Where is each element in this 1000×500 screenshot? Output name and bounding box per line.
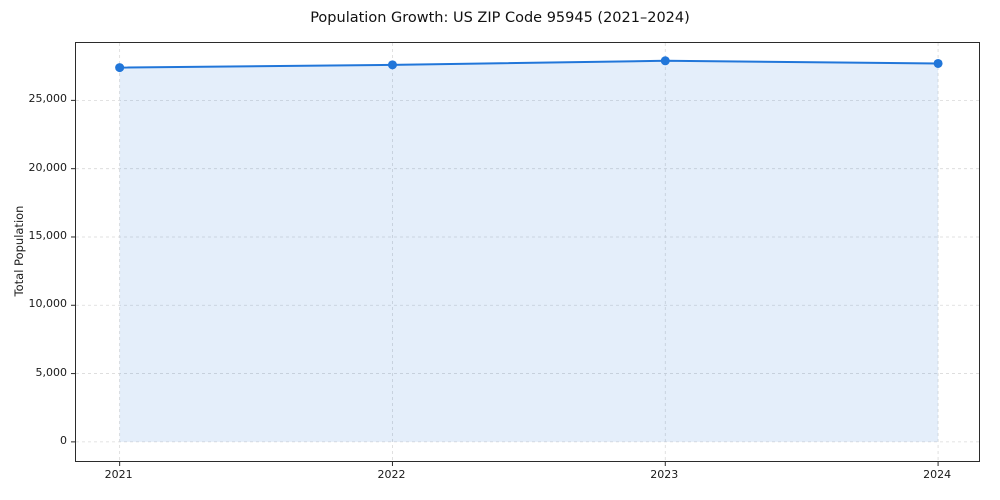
data-point-marker: [660, 56, 670, 66]
x-tick-label: 2023: [650, 468, 679, 481]
data-point-marker: [933, 58, 943, 68]
series-line: [118, 59, 940, 69]
plot-area: [71, 42, 980, 466]
y-tick-label: 10,000: [28, 297, 68, 311]
x-tick-label: 2021: [104, 468, 133, 481]
x-tick-label: 2022: [377, 468, 406, 481]
y-tick-label: 15,000: [28, 228, 68, 242]
chart-canvas: [71, 43, 979, 466]
y-axis-label: Total Population: [12, 205, 26, 297]
y-tick-label: 20,000: [28, 160, 68, 174]
chart-title: Population Growth: US ZIP Code 95945 (20…: [310, 10, 690, 26]
series-area-fill: [119, 60, 939, 442]
x-tick-label: 2024: [923, 468, 952, 481]
data-point-marker: [387, 60, 397, 70]
y-tick-label: 0: [60, 433, 67, 447]
y-tick-label: 25,000: [28, 92, 68, 106]
data-point-marker: [115, 63, 125, 73]
y-tick-label: 5,000: [35, 365, 68, 379]
